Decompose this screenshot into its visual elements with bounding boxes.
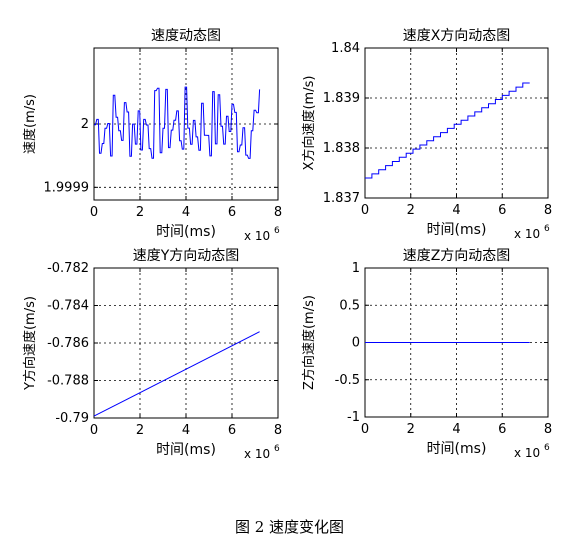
x-tick-label: 2 — [136, 423, 144, 438]
x-exponent-power: 6 — [544, 443, 550, 453]
x-tick-label: 0 — [90, 205, 98, 220]
y-tick-label: -0.784 — [47, 299, 89, 314]
x-tick-label: 2 — [407, 203, 415, 218]
subplot-title: 速度X方向动态图 — [403, 28, 511, 44]
x-tick-label: 4 — [182, 205, 190, 220]
x-tick-label: 0 — [361, 203, 369, 218]
x-tick-label: 8 — [544, 422, 552, 437]
x-tick-label: 0 — [90, 423, 98, 438]
y-tick-label: 1.839 — [323, 91, 360, 106]
y-tick-label: 2 — [81, 117, 89, 132]
x-tick-label: 8 — [544, 203, 552, 218]
y-tick-label: -0.79 — [55, 411, 89, 426]
y-tick-label: 1.837 — [323, 191, 360, 206]
y-tick-label: -1 — [347, 410, 360, 425]
x-tick-label: 2 — [136, 205, 144, 220]
figure-caption: 图 2 速度变化图 — [234, 518, 345, 536]
y-tick-label: 1.84 — [331, 41, 360, 56]
x-tick-label: 8 — [274, 423, 282, 438]
series-line — [93, 331, 260, 417]
y-tick-label: 1.9999 — [44, 180, 90, 195]
y-tick-label: -0.788 — [47, 374, 89, 389]
x-axis-label: 时间(ms) — [156, 224, 216, 240]
x-tick-label: 0 — [361, 422, 369, 437]
y-tick-label: 0 — [352, 336, 360, 351]
y-tick-label: 1 — [352, 261, 360, 276]
y-tick-label: 1.838 — [323, 141, 360, 156]
x-axis-label: 时间(ms) — [156, 442, 216, 458]
x-tick-label: 4 — [452, 203, 460, 218]
y-tick-label: -0.786 — [47, 336, 89, 351]
subplot-title: 速度Y方向动态图 — [133, 248, 240, 264]
x-exponent-label: x 10 — [514, 227, 540, 241]
y-tick-label: -0.782 — [47, 261, 89, 276]
y-axis-label: Y方向速度(m/s) — [22, 296, 38, 391]
y-axis-label: X方向速度(m/s) — [301, 76, 317, 171]
series-line — [365, 82, 530, 179]
x-tick-label: 6 — [498, 203, 506, 218]
x-tick-label: 8 — [274, 205, 282, 220]
x-exponent-power: 6 — [274, 226, 280, 236]
x-tick-label: 6 — [228, 205, 236, 220]
y-axis-label: Z方向速度(m/s) — [301, 295, 317, 390]
subplot-3: 0 2 4 6 8 -0.79 -0.788 -0.786 -0.784 -0.782 速度Y方向动… — [22, 248, 282, 461]
x-tick-label: 2 — [407, 422, 415, 437]
y-tick-label: 0.5 — [339, 298, 360, 313]
series-line — [94, 86, 261, 159]
x-exponent-label: x 10 — [244, 229, 270, 243]
y-axis-label: 速度(m/s) — [22, 94, 38, 154]
subplot-title: 速度Z方向动态图 — [403, 248, 511, 264]
x-tick-label: 6 — [498, 422, 506, 437]
x-exponent-power: 6 — [544, 224, 550, 234]
x-tick-label: 4 — [452, 422, 460, 437]
x-exponent-power: 6 — [274, 444, 280, 454]
x-exponent-label: x 10 — [514, 446, 540, 460]
y-tick-label: -0.5 — [335, 373, 360, 388]
x-axis-label: 时间(ms) — [427, 222, 487, 238]
subplot-title: 速度动态图 — [151, 28, 221, 44]
x-tick-label: 4 — [182, 423, 190, 438]
x-axis-label: 时间(ms) — [427, 441, 487, 457]
x-exponent-label: x 10 — [244, 447, 270, 461]
x-tick-label: 6 — [228, 423, 236, 438]
